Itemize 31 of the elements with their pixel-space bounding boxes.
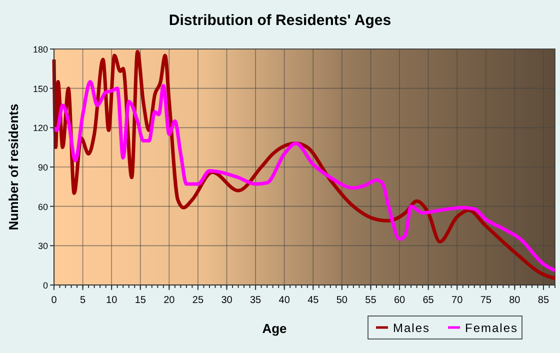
- x-tick-label: 35: [250, 295, 262, 306]
- legend-label: Females: [465, 321, 518, 335]
- x-tick-label: 65: [422, 295, 434, 306]
- y-tick-label: 0: [42, 280, 48, 290]
- x-tick-label: 55: [365, 295, 377, 306]
- x-tick-label: 15: [134, 295, 146, 306]
- chart-title: Distribution of Residents' Ages: [168, 12, 392, 29]
- y-tick-label: 120: [32, 123, 48, 134]
- x-tick-label: 40: [278, 295, 290, 306]
- x-tick-label: 80: [509, 295, 521, 306]
- x-tick-label: 85: [538, 295, 550, 306]
- x-tick-label: 70: [452, 295, 464, 306]
- line-series: [52, 80, 557, 272]
- y-tick-label: 60: [38, 202, 48, 212]
- y-axis-title: Number of residents: [6, 104, 21, 230]
- x-tick-label: 25: [192, 295, 204, 306]
- x-axis-title: Age: [262, 321, 287, 336]
- y-tick-label: 150: [32, 84, 48, 94]
- x-tick-label: 45: [308, 295, 320, 306]
- x-tick-label: 75: [480, 295, 492, 306]
- x-tick-label: 20: [164, 295, 176, 306]
- y-tick-label: 180: [32, 44, 48, 54]
- x-tick-label: 30: [221, 295, 233, 306]
- x-tick-label: 50: [336, 295, 348, 306]
- x-tick-label: 0: [51, 295, 58, 306]
- x-tick-label: 10: [106, 295, 118, 306]
- x-tick-label: 60: [394, 295, 406, 306]
- x-tick-label: 5: [80, 295, 86, 306]
- y-tick-label: 90: [38, 162, 48, 172]
- y-tick-label: 30: [38, 241, 48, 252]
- legend-label: Males: [393, 321, 430, 335]
